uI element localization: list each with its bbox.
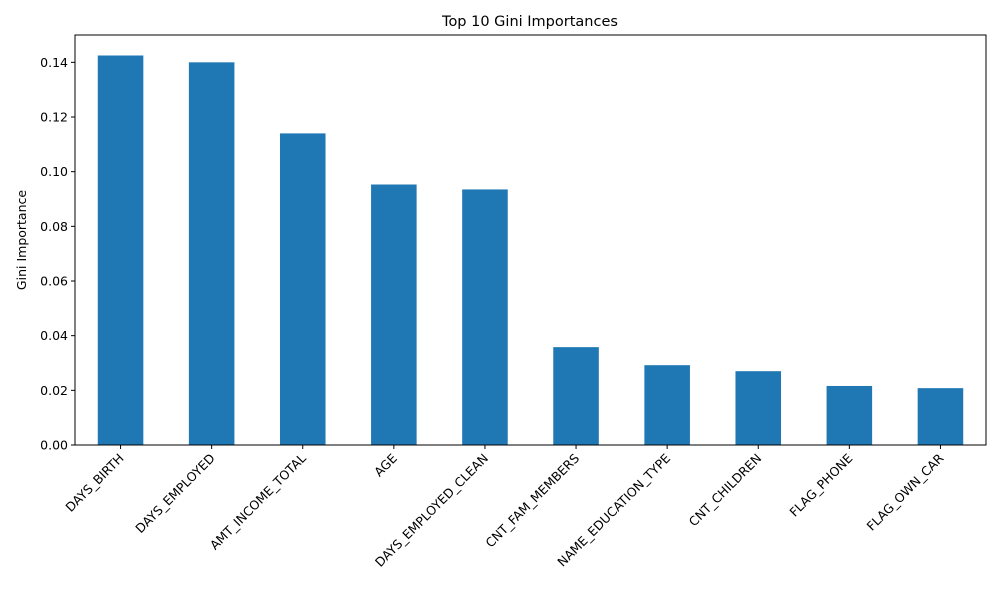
bar-cnt-children <box>735 371 782 445</box>
y-tick-label: 0.08 <box>40 219 68 234</box>
x-tick-label: CNT_CHILDREN <box>686 451 765 530</box>
x-tick-label: FLAG_OWN_CAR <box>863 450 946 533</box>
y-tick-label: 0.06 <box>40 274 68 289</box>
bar-flag-own-car <box>917 388 964 445</box>
bars-group <box>97 55 964 445</box>
bar-age <box>371 184 417 445</box>
x-tick-label: CNT_FAM_MEMBERS <box>482 450 582 550</box>
y-tick-label: 0.02 <box>40 383 68 398</box>
x-tick-label: DAYS_EMPLOYED <box>132 451 217 536</box>
bar-days-employed <box>188 62 235 445</box>
chart-title: Top 10 Gini Importances <box>441 14 618 30</box>
x-tick-label: AMT_INCOME_TOTAL <box>207 450 309 552</box>
bar-amt-income-total <box>279 133 326 445</box>
plot-area-frame <box>74 34 987 446</box>
y-tick-label: 0.10 <box>40 164 68 179</box>
bar-cnt-fam-members <box>553 347 599 445</box>
x-tick-label: FLAG_PHONE <box>786 450 855 519</box>
y-axis-label: Gini Importance <box>14 190 29 290</box>
y-tick-label: 0.12 <box>40 110 68 125</box>
y-tick-label: 0.14 <box>40 55 68 70</box>
bar-flag-phone <box>826 385 873 445</box>
bar-days-birth <box>97 55 144 445</box>
x-tick-label: DAYS_BIRTH <box>62 451 126 515</box>
y-axis-ticks: 0.00 0.02 0.04 0.06 0.08 0.10 0.12 0.14 <box>40 55 75 453</box>
bar-days-employed-clean <box>462 189 508 445</box>
x-tick-label: AGE <box>371 450 400 479</box>
y-tick-label: 0.04 <box>40 328 68 343</box>
y-tick-label: 0.00 <box>40 438 68 453</box>
bar-name-education-type <box>644 365 690 445</box>
